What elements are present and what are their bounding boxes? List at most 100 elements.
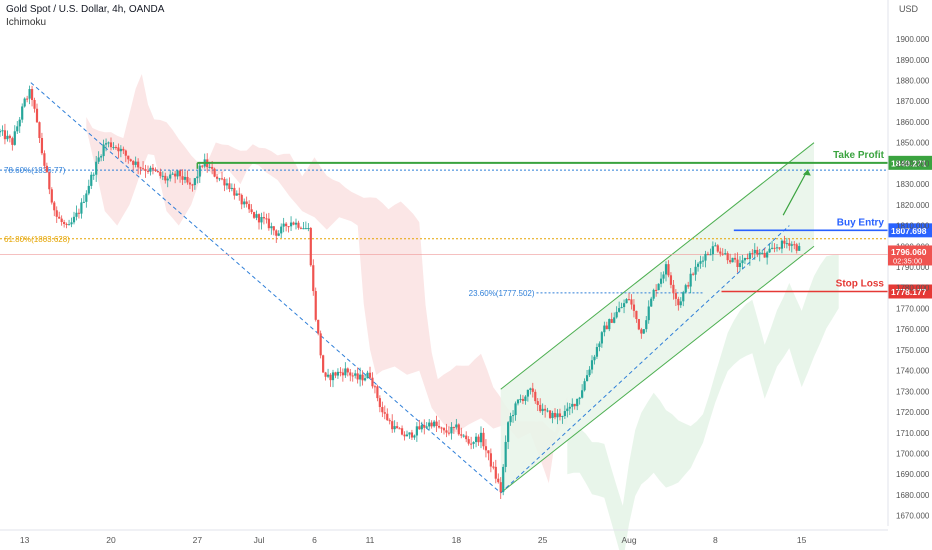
- candle-body: [3, 130, 7, 140]
- candle-body: [736, 259, 739, 267]
- candle-body: [386, 413, 389, 421]
- currency-label: USD: [898, 4, 918, 14]
- candle-body: [11, 138, 14, 145]
- candle-body: [694, 266, 697, 275]
- candle-body: [553, 412, 557, 418]
- candle-body: [440, 427, 443, 429]
- candle-body: [368, 372, 372, 378]
- candle-body: [151, 167, 155, 170]
- target-arrow: [782, 169, 809, 216]
- price-axis: 1670.000 1680.000 1690.000 1700.000 1710.000…: [887, 0, 932, 526]
- y-tick-label: 1690.000: [896, 470, 930, 479]
- candle-body: [250, 209, 253, 213]
- candle-body: [479, 432, 483, 443]
- candle-body: [201, 165, 204, 167]
- current-price-tag: 1796.060: [891, 247, 927, 257]
- candle-body: [13, 131, 16, 145]
- candle-body: [477, 436, 480, 443]
- candle-body: [398, 428, 401, 430]
- price-tag-bg: [888, 155, 932, 170]
- price-tag-label: 1840.271: [891, 158, 927, 168]
- candle-body: [640, 329, 643, 334]
- x-tick-label: Jul: [254, 535, 265, 545]
- candle-body: [457, 424, 460, 435]
- candle-body: [420, 425, 423, 430]
- candle-body: [541, 408, 544, 412]
- candle-body: [267, 218, 270, 229]
- candle-body: [309, 228, 312, 266]
- x-tick-label: 25: [538, 535, 548, 545]
- candle-body: [45, 165, 48, 173]
- candle-body: [729, 260, 732, 263]
- candle-countdown: 02:35:00: [893, 256, 922, 265]
- candle-body: [228, 183, 231, 189]
- candle-body: [181, 176, 184, 180]
- candle-body: [361, 374, 364, 381]
- candle-body: [82, 201, 85, 203]
- candle-body: [220, 178, 224, 180]
- candle-body: [719, 251, 722, 254]
- candle-body: [346, 368, 349, 373]
- candle-body: [783, 240, 786, 244]
- candle-body: [50, 189, 53, 203]
- candle-body: [669, 275, 673, 285]
- candle-body: [188, 182, 192, 185]
- candle-body: [255, 214, 258, 218]
- candle-body: [455, 424, 458, 428]
- candle-body: [38, 122, 41, 139]
- candle-body: [659, 278, 663, 284]
- candle-body: [593, 356, 596, 361]
- fib-retracement-diagonal: [30, 82, 502, 494]
- candle-body: [23, 98, 26, 107]
- ichimoku-cloud: [86, 74, 839, 550]
- candle-body: [124, 150, 127, 156]
- trade-level-label: Take Profit: [833, 150, 885, 161]
- candle-body: [544, 408, 547, 411]
- candle-body: [790, 244, 793, 246]
- candle-body: [778, 247, 781, 249]
- candle-body: [706, 253, 710, 255]
- x-tick-label: 6: [312, 535, 317, 545]
- candle-body: [317, 319, 320, 334]
- candle-body: [159, 171, 162, 176]
- candle-body: [465, 435, 468, 440]
- fib-level-label: 61.80%(1803.628): [4, 235, 70, 244]
- candle-body: [502, 466, 505, 493]
- candle-body: [75, 212, 78, 217]
- candle-body: [164, 175, 167, 181]
- candle-body: [625, 299, 628, 304]
- candle-body: [257, 214, 261, 223]
- y-tick-label: 1870.000: [896, 97, 930, 106]
- candle-body: [282, 223, 285, 227]
- candle-body: [351, 375, 354, 377]
- candle-body: [191, 184, 194, 186]
- candle-body: [761, 252, 764, 254]
- candle-body: [664, 264, 668, 275]
- candle-body: [662, 274, 665, 279]
- candle-body: [519, 398, 522, 400]
- candle-body: [299, 227, 303, 229]
- x-tick-label: 15: [797, 535, 807, 545]
- candle-body: [709, 254, 712, 256]
- fib-level-label: 23.60%(1777.502): [469, 289, 535, 298]
- candle-body: [90, 174, 93, 186]
- candle-body: [174, 173, 177, 177]
- candle-body: [785, 243, 788, 245]
- candle-body: [536, 401, 539, 405]
- candle-body: [489, 453, 492, 467]
- candle-body: [714, 245, 717, 247]
- candle-body: [474, 436, 478, 443]
- candle-body: [95, 161, 98, 175]
- candle-body: [415, 426, 418, 436]
- candle-body: [289, 222, 293, 227]
- candle-body: [213, 168, 216, 177]
- candle-body: [689, 273, 692, 287]
- candle-body: [645, 320, 648, 330]
- candle-body: [319, 333, 322, 356]
- candle-body: [430, 422, 433, 427]
- candle-body: [743, 257, 747, 261]
- candle-body: [183, 176, 187, 180]
- candle-body: [514, 403, 517, 416]
- candle-body: [391, 421, 394, 430]
